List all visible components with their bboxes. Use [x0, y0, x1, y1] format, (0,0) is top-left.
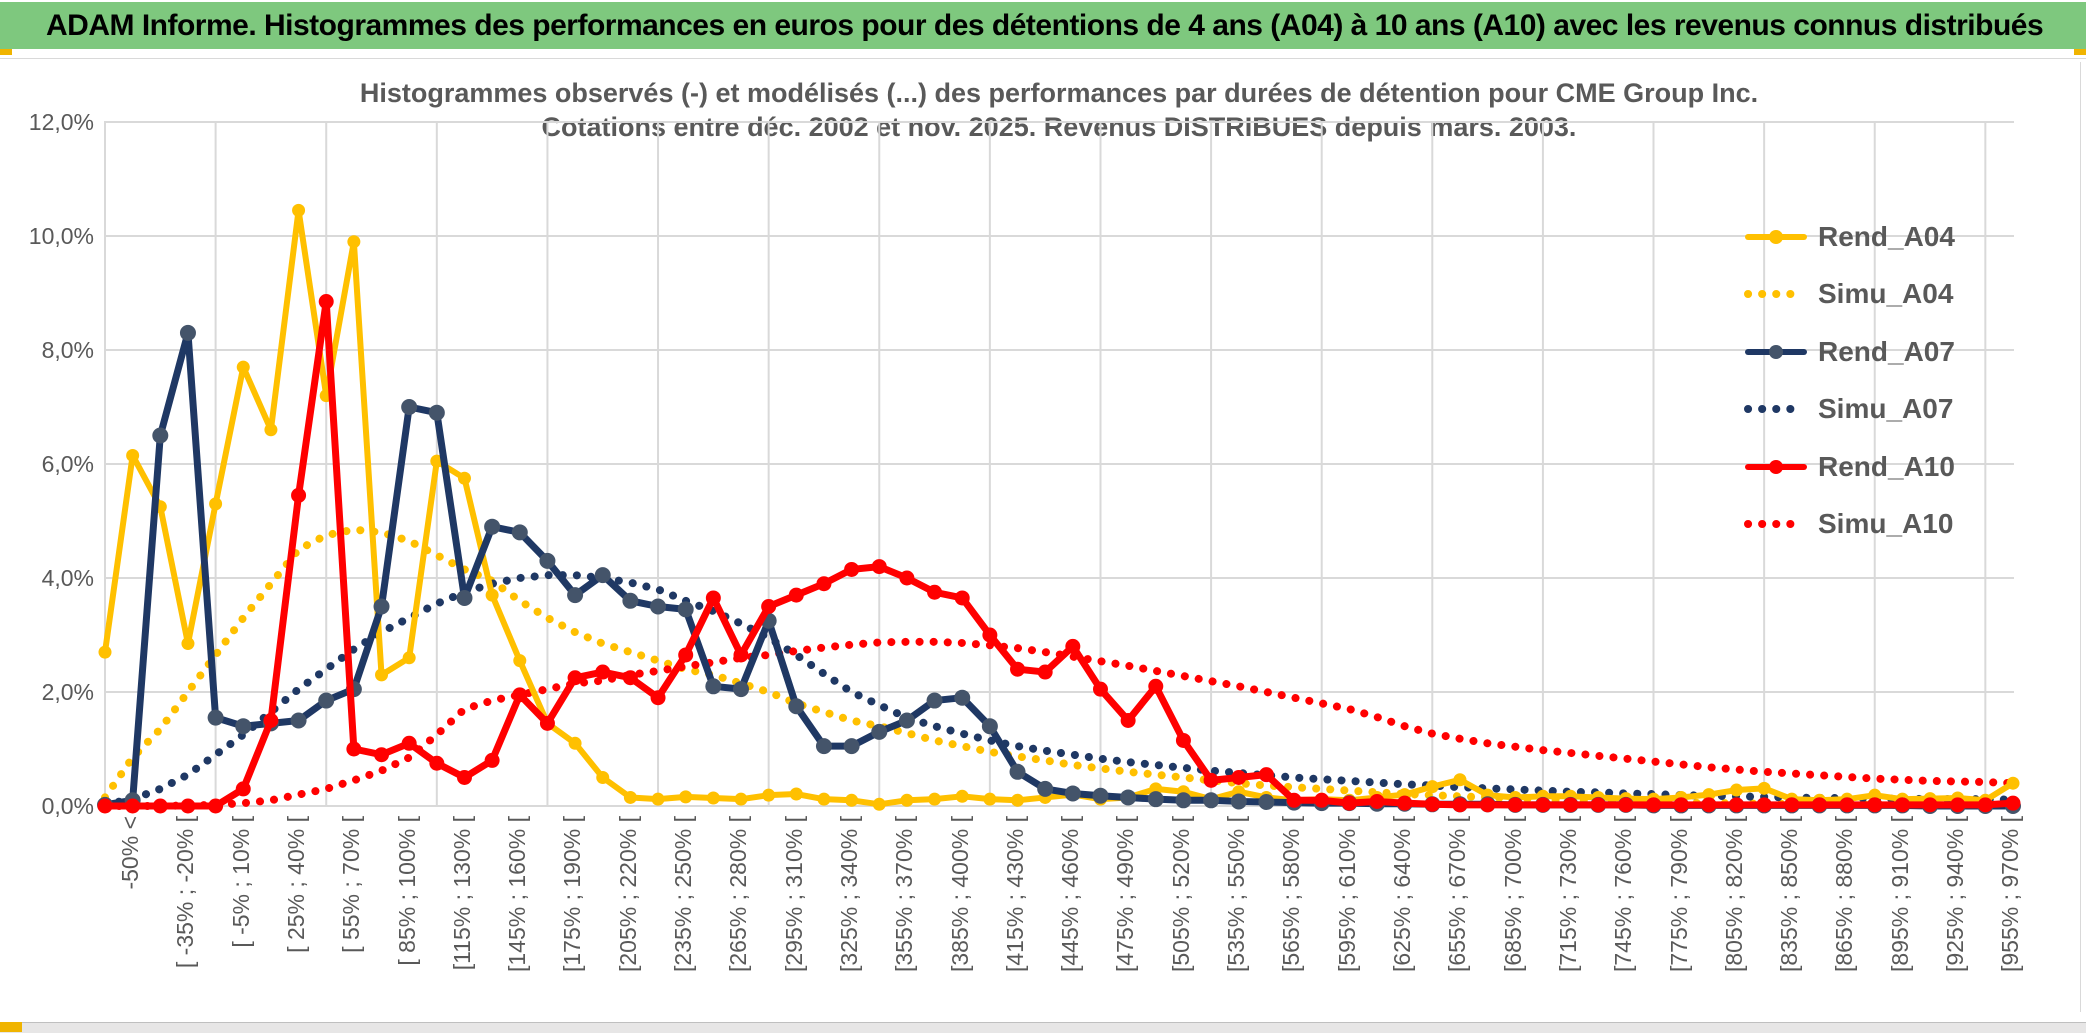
x-axis-label: [205% ; 220% [	[614, 816, 641, 972]
x-axis-label: [415% ; 430% [	[1001, 816, 1028, 972]
legend-label: Simu_A04	[1818, 278, 1954, 309]
legend-item-rend-a04[interactable]: Rend_A04	[1744, 221, 1955, 253]
x-axis-label: [505% ; 520% [	[1167, 816, 1194, 972]
x-axis-label: [685% ; 700% [	[1499, 816, 1526, 972]
x-axis-label: [805% ; 820% [	[1720, 816, 1747, 972]
y-axis-label: 4,0%	[41, 565, 94, 591]
x-axis-label: [ -35% ; -20% [	[172, 816, 199, 969]
x-axis-label: [835% ; 850% [	[1776, 816, 1803, 972]
gold-accent-right	[2074, 49, 2086, 55]
chart-subtitle: Cotations entre déc. 2002 et nov. 2025. …	[541, 112, 1577, 142]
x-axis-label: [955% ; 970% [	[1997, 816, 2024, 972]
y-axis-label: 2,0%	[41, 679, 94, 705]
x-axis-label: [ 85% ; 100% [	[393, 816, 420, 966]
x-axis-label: [325% ; 340% [	[835, 816, 862, 972]
x-axis-label: [385% ; 400% [	[946, 816, 973, 972]
legend-item-rend-a10[interactable]: Rend_A10	[1744, 451, 1955, 483]
simu-a04-dotted-icon	[1744, 290, 1808, 298]
footer-strip[interactable]	[0, 1022, 2086, 1033]
header-title: ADAM Informe. Histogrammes des performan…	[46, 9, 2044, 42]
legend-label: Simu_A07	[1818, 393, 1954, 424]
chart-right-border	[2080, 62, 2081, 1012]
x-axis-label: [865% ; 880% [	[1831, 816, 1858, 972]
rend-a07-line-icon	[1745, 345, 1807, 359]
x-axis-label: [475% ; 490% [	[1112, 816, 1139, 972]
legend-label: Rend_A04	[1818, 221, 1955, 252]
x-axis-label: [ -5% ; 10% [	[227, 816, 254, 948]
y-axis-label: 0,0%	[41, 793, 94, 819]
header-bar: ADAM Informe. Histogrammes des performan…	[0, 2, 2086, 49]
x-axis-label: -50% <	[117, 816, 143, 890]
y-axis-label: 12,0%	[28, 109, 94, 135]
y-axis-label: 8,0%	[41, 337, 94, 363]
x-axis-label: [145% ; 160% [	[504, 816, 531, 972]
simu-a10-dotted-icon	[1744, 520, 1808, 528]
y-axis-label: 10,0%	[28, 223, 94, 249]
x-axis-label: [175% ; 190% [	[559, 816, 586, 972]
x-axis-label: [355% ; 370% [	[891, 816, 918, 972]
chart-title: Histogrammes observés (-) et modélisés (…	[359, 78, 1759, 108]
x-axis-label: [655% ; 670% [	[1444, 816, 1471, 972]
header-rule	[0, 58, 2086, 59]
x-axis-label: [295% ; 310% [	[780, 816, 807, 972]
x-axis-label: [ 55% ; 70% [	[338, 816, 365, 953]
legend-label: Rend_A07	[1818, 336, 1955, 367]
x-axis-label: [595% ; 610% [	[1333, 816, 1360, 972]
x-axis-label: [775% ; 790% [	[1665, 816, 1692, 972]
x-axis-label: [565% ; 580% [	[1278, 816, 1305, 972]
x-axis-label: [625% ; 640% [	[1389, 816, 1415, 972]
rend-a10-line-icon	[1745, 460, 1807, 474]
legend-item-rend-a07[interactable]: Rend_A07	[1744, 336, 1955, 368]
x-axis-label: [895% ; 910% [	[1886, 816, 1913, 972]
x-axis-label: [925% ; 940% [	[1942, 816, 1969, 972]
legend-label: Simu_A10	[1818, 508, 1954, 539]
legend-item-simu-a07[interactable]: Simu_A07	[1744, 393, 1953, 425]
simu-a07-dotted-icon	[1744, 405, 1808, 413]
rend-a04-line-icon	[1745, 230, 1807, 244]
legend-item-simu-a10[interactable]: Simu_A10	[1744, 508, 1953, 540]
x-axis-label: [445% ; 460% [	[1057, 816, 1084, 972]
legend-item-simu-a04[interactable]: Simu_A04	[1744, 278, 1953, 310]
gold-accent-left	[0, 49, 12, 55]
x-axis-label: [ 25% ; 40% [	[282, 816, 309, 953]
x-axis-label: [535% ; 550% [	[1223, 816, 1250, 972]
x-axis-label: [715% ; 730% [	[1554, 816, 1581, 972]
x-axis-label: [745% ; 760% [	[1610, 816, 1637, 972]
footer-tab-marker[interactable]	[0, 1022, 22, 1032]
y-axis-label: 6,0%	[41, 451, 94, 477]
x-axis-label: [265% ; 280% [	[725, 816, 752, 972]
legend-label: Rend_A10	[1818, 451, 1955, 482]
x-axis-label: [115% ; 130% [	[448, 816, 475, 971]
x-axis-label: [235% ; 250% [	[670, 816, 697, 972]
